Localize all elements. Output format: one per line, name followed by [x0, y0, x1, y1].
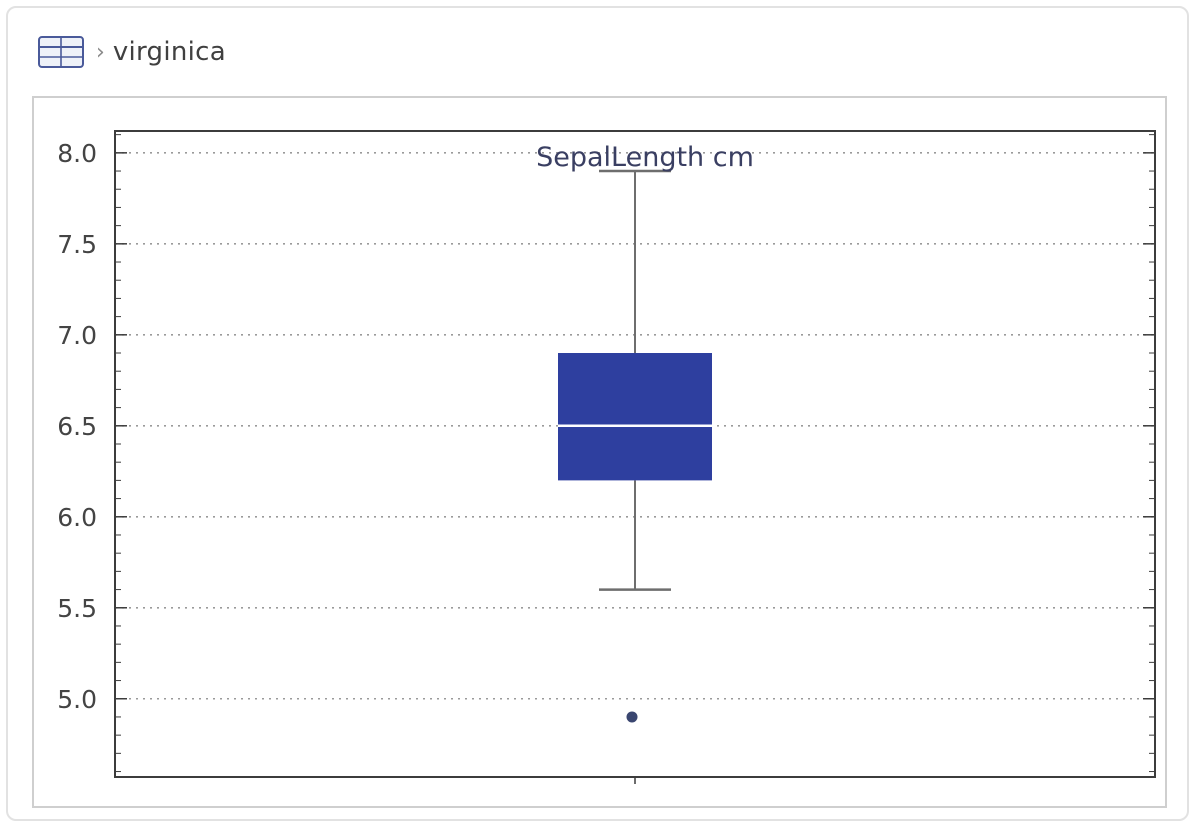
- box-series: [558, 169, 712, 723]
- y-tick-label: 7.0: [57, 321, 97, 350]
- outlier-point[interactable]: [626, 711, 638, 723]
- box-chart: 5.0 5.5 6.0 6.5 7.0 7.5 8.0 SepalLength cm: [57, 130, 1156, 784]
- y-tick-label: 6.5: [57, 412, 97, 441]
- chart-title: SepalLength cm: [536, 142, 754, 173]
- y-tick-labels: 5.0 5.5 6.0 6.5 7.0 7.5 8.0: [57, 139, 97, 714]
- chart-frame: 5.0 5.5 6.0 6.5 7.0 7.5 8.0 SepalLength cm: [32, 96, 1167, 808]
- table-icon[interactable]: [38, 36, 84, 68]
- breadcrumb-label[interactable]: virginica: [112, 37, 227, 67]
- breadcrumb-separator: ›: [96, 39, 105, 65]
- y-tick-label: 6.0: [57, 503, 97, 532]
- y-tick-label: 7.5: [57, 230, 97, 259]
- y-tick-label: 8.0: [57, 139, 97, 168]
- iqr-box[interactable]: [558, 353, 712, 481]
- plot-frame: [114, 130, 1156, 778]
- breadcrumb: › virginica: [38, 34, 226, 70]
- y-tick-label: 5.5: [57, 594, 97, 623]
- chart-card: › virginica 5.0 5.5 6.0 6.5 7.0 7.5 8.0 SepalL…: [6, 6, 1189, 821]
- y-tick-label: 5.0: [57, 685, 97, 714]
